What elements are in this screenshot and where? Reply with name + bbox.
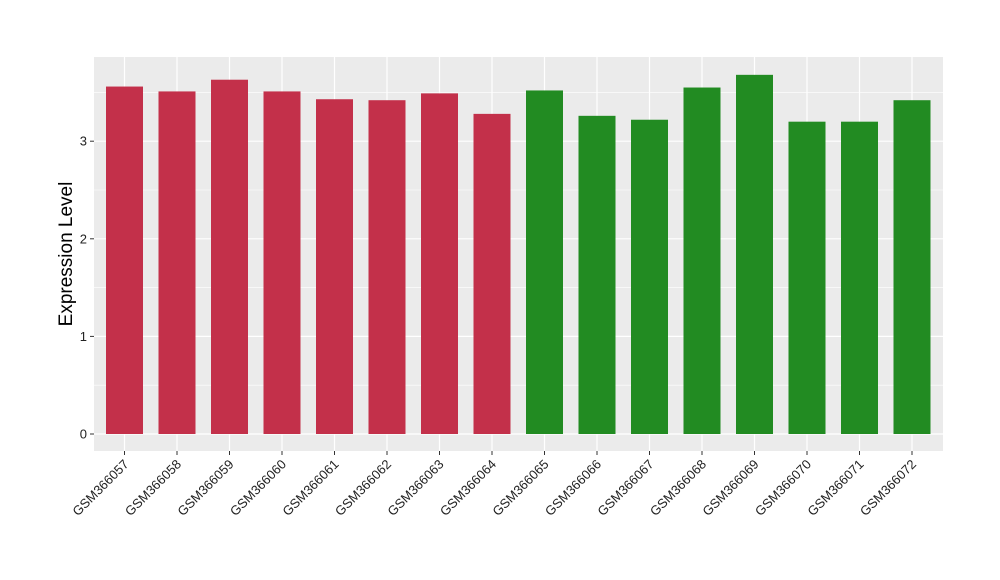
bar-GSM366067 [631, 120, 668, 434]
bar-GSM366068 [684, 88, 721, 434]
y-tick-label: 1 [80, 329, 87, 344]
bar-GSM366065 [526, 90, 563, 434]
bar-GSM366059 [211, 80, 248, 434]
y-axis: 0 1 2 3 [80, 134, 94, 442]
bar-GSM366064 [474, 114, 511, 434]
bar-GSM366061 [316, 99, 353, 434]
bar-GSM366058 [159, 91, 196, 434]
x-tick-label: GSM366072 [857, 457, 919, 519]
bar-GSM366062 [369, 100, 406, 434]
y-axis-title: Expression Level [56, 182, 77, 327]
bar-GSM366057 [106, 87, 143, 434]
y-tick-label: 2 [80, 231, 87, 246]
bar-GSM366072 [894, 100, 931, 434]
x-axis: GSM366057GSM366058GSM366059GSM366060GSM3… [69, 451, 919, 519]
y-tick-label: 3 [80, 134, 87, 149]
bar-GSM366060 [264, 91, 301, 434]
bar-GSM366070 [789, 122, 826, 434]
bar-GSM366069 [736, 75, 773, 434]
bar-GSM366066 [579, 116, 616, 434]
y-tick-label: 0 [80, 427, 87, 442]
bar-GSM366071 [841, 122, 878, 434]
bar-GSM366063 [421, 93, 458, 434]
